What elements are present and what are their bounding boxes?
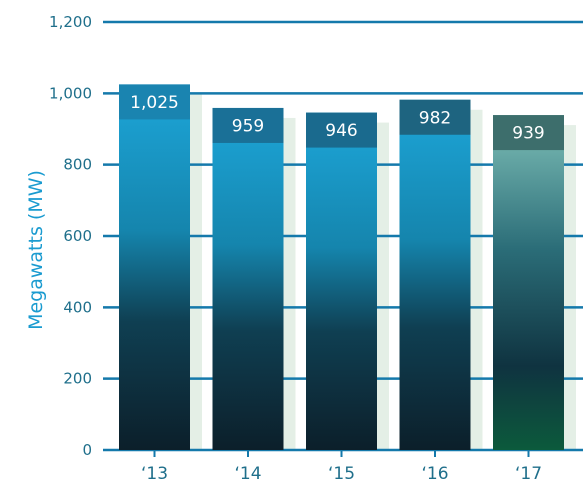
bar-label-band <box>493 115 564 151</box>
x-tick-label: ‘14 <box>234 464 261 483</box>
data-label: 939 <box>512 124 544 144</box>
data-label: 959 <box>232 116 264 136</box>
x-tick-label: ‘15 <box>328 464 355 483</box>
y-axis-ticks: 0 200 400 600 800 1,000 1,200 <box>49 13 92 459</box>
y-tick-label: 400 <box>63 298 92 316</box>
y-axis-label: Megawatts (MW) <box>25 170 47 330</box>
bar <box>493 115 564 450</box>
bar <box>119 84 190 451</box>
x-tick-label: ‘17 <box>515 464 542 483</box>
y-tick-label: 0 <box>82 441 92 459</box>
bar-label-band <box>212 107 284 143</box>
x-tick-label: ‘13 <box>141 464 168 483</box>
x-axis-ticks: ‘13 ‘14 ‘15 ‘16 ‘17 <box>141 450 542 483</box>
bar-label-band <box>119 84 190 120</box>
data-label: 946 <box>325 121 357 141</box>
y-tick-label: 1,200 <box>49 13 92 31</box>
data-label: 982 <box>419 108 451 128</box>
y-tick-label: 1,000 <box>49 84 92 102</box>
y-tick-label: 800 <box>63 156 92 174</box>
bar-label-band <box>306 112 377 148</box>
bar <box>306 112 377 451</box>
bar-label-band <box>399 99 471 135</box>
bars: 1,025 959 946 982 939 <box>119 84 564 451</box>
y-tick-label: 200 <box>63 370 92 388</box>
bar <box>399 99 471 451</box>
y-tick-label: 600 <box>63 227 92 245</box>
x-tick-label: ‘16 <box>421 464 448 483</box>
bar <box>212 107 284 450</box>
data-label: 1,025 <box>130 93 179 113</box>
